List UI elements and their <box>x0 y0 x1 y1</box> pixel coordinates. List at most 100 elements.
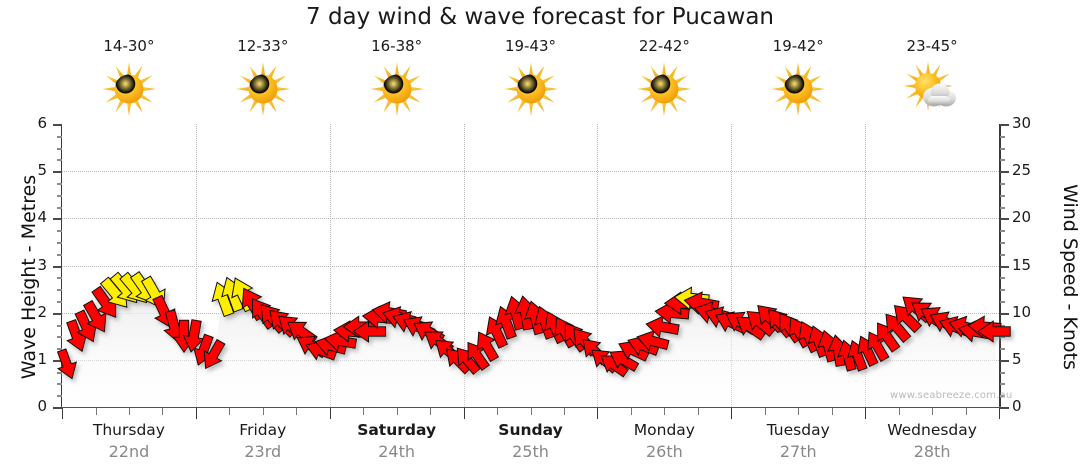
sunny-icon <box>232 61 294 117</box>
y-tick-left-minor <box>57 383 62 386</box>
wind-arrow-layer <box>56 271 1011 407</box>
day-header-wednesday: 23-45° <box>865 36 999 122</box>
wind-arrow <box>56 348 78 380</box>
y-tick-left-minor <box>57 277 62 280</box>
day-name: Sunday <box>498 421 563 439</box>
y-label-left: 6 <box>37 114 47 132</box>
wind-arrow <box>877 322 901 353</box>
day-header-thursday: 14-30° <box>62 36 196 122</box>
y-tick-left-minor <box>57 159 62 162</box>
partly-cloudy-icon <box>901 61 963 117</box>
day-date: 22nd <box>108 442 150 461</box>
page-title: 7 day wind & wave forecast for Pucawan <box>306 4 774 30</box>
day-divider-gridline <box>329 124 331 407</box>
x-tick-minor <box>764 408 766 415</box>
x-tick-minor <box>965 408 967 415</box>
wind-arrow <box>456 347 481 376</box>
day-divider-gridline <box>865 124 867 407</box>
x-tick-minor <box>664 408 666 415</box>
day-header-row: 14-30° 12-33° <box>62 36 999 122</box>
y-tick-right-minor <box>1000 241 1005 244</box>
y-label-left: 5 <box>37 161 47 180</box>
y-tick-left-minor <box>57 241 62 244</box>
day-date: 25th <box>512 442 549 461</box>
y-tick-left-minor <box>57 348 62 350</box>
x-tick-major <box>62 408 63 419</box>
x-tick-major <box>329 408 331 419</box>
y-tick-left-major <box>53 171 62 174</box>
day-label-saturday: Saturday 24th <box>330 420 464 470</box>
y-tick-right-major <box>1000 407 1009 409</box>
wind-arrow <box>476 331 500 363</box>
day-divider-gridline <box>463 124 465 407</box>
x-tick-minor <box>396 408 398 415</box>
y-tick-left-minor <box>57 253 62 256</box>
wind-arrow <box>885 313 912 344</box>
y-tick-left-minor <box>57 336 62 339</box>
y-tick-right-minor <box>1000 147 1005 150</box>
wind-arrow <box>467 341 491 371</box>
x-tick-minor <box>798 408 800 415</box>
x-tick-minor <box>564 408 565 415</box>
y-tick-right-major <box>1000 171 1009 174</box>
y-tick-left-minor <box>57 300 62 303</box>
day-temperature-range: 16-38° <box>371 37 423 55</box>
y-tick-right-major <box>1000 124 1009 126</box>
day-label-monday: Monday 26th <box>597 420 731 470</box>
watermark: www.seabreeze.com.au <box>890 390 1013 401</box>
sunny-icon <box>98 61 160 117</box>
day-date: 28th <box>913 442 951 461</box>
x-tick-major <box>999 408 1000 419</box>
y-tick-left-minor <box>57 194 62 197</box>
day-header-sunday: 19-43° <box>464 36 598 122</box>
right-axis-title: Wind Speed - Knots <box>1059 184 1080 370</box>
x-tick-minor <box>630 408 632 415</box>
x-tick-minor <box>530 408 532 415</box>
wind-arrow <box>352 320 387 343</box>
y-tick-left-major <box>53 312 62 315</box>
x-tick-minor <box>95 408 97 415</box>
x-tick-major <box>597 408 599 419</box>
wave-height-area <box>62 289 999 407</box>
day-date: 24th <box>378 442 416 461</box>
y-tick-left-major <box>53 265 62 268</box>
day-name: Saturday <box>357 421 437 439</box>
y-tick-left-minor <box>57 183 62 185</box>
wind-arrow <box>654 300 690 325</box>
x-tick-minor <box>831 408 833 415</box>
sunny-icon <box>500 61 562 117</box>
day-header-saturday: 16-38° <box>330 36 464 122</box>
y-tick-left-minor <box>57 135 62 138</box>
wind-arrow <box>600 355 630 378</box>
day-temperature-range: 14-30° <box>103 37 155 55</box>
y-tick-right-minor <box>1000 383 1005 386</box>
x-tick-minor <box>430 408 432 415</box>
day-temperature-range: 19-42° <box>772 37 824 55</box>
sunny-icon <box>633 61 695 117</box>
wind-arrow <box>645 315 680 339</box>
y-tick-left-minor <box>57 206 62 209</box>
y-label-right: 25 <box>1012 161 1032 180</box>
day-date: 23rd <box>244 442 282 461</box>
day-name: Friday <box>239 421 287 439</box>
y-tick-left-major <box>53 218 62 221</box>
day-label-thursday: Thursday 22nd <box>62 420 196 470</box>
wind-arrow <box>609 350 640 372</box>
day-label-friday: Friday 23rd <box>196 420 330 470</box>
y-tick-right-minor <box>1000 300 1005 303</box>
y-tick-right-minor <box>1000 395 1005 398</box>
day-date: 27th <box>779 442 817 461</box>
x-tick-major <box>731 408 733 419</box>
y-label-left: 1 <box>37 349 47 368</box>
y-label-right: 20 <box>1012 208 1032 227</box>
y-tick-right-minor <box>1000 348 1005 350</box>
day-label-wednesday: Wednesday 28th <box>865 420 999 470</box>
y-tick-right-minor <box>1000 371 1005 374</box>
y-label-left: 3 <box>37 255 47 274</box>
day-header-monday: 22-42° <box>597 36 731 122</box>
day-divider-gridline <box>597 124 599 407</box>
y-tick-left-minor <box>57 324 62 327</box>
y-tick-right-minor <box>1000 277 1005 280</box>
wind-arrow <box>82 299 107 333</box>
